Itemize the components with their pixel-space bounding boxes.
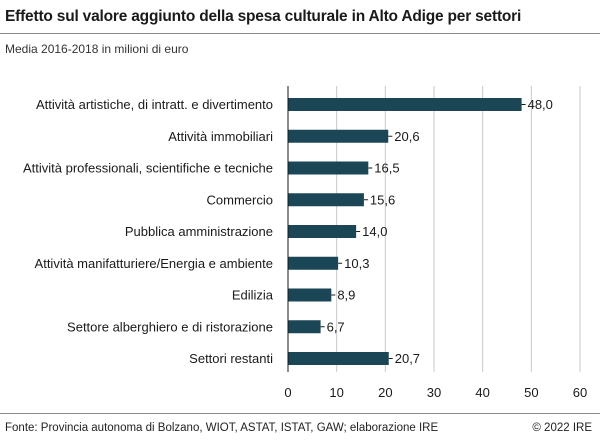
category-label: Edilizia — [232, 288, 274, 303]
x-tick-label: 60 — [573, 385, 587, 400]
chart-subtitle: Media 2016-2018 in milioni di euro — [5, 42, 189, 56]
category-label: Attività professionali, scientifiche e t… — [23, 161, 273, 176]
footer-divider — [0, 413, 600, 414]
bar — [288, 98, 522, 111]
x-tick-label: 40 — [475, 385, 489, 400]
x-tick-label: 30 — [427, 385, 441, 400]
category-label: Attività artistiche, di intratt. e diver… — [36, 97, 273, 112]
copyright-note: © 2022 IRE — [532, 422, 592, 434]
x-tick-label: 50 — [524, 385, 538, 400]
bar — [288, 256, 339, 270]
x-tick-label: 10 — [329, 385, 343, 400]
bar — [288, 225, 357, 238]
category-label: Attività immobiliari — [168, 129, 273, 144]
value-label: 15,6 — [370, 192, 395, 207]
category-label: Pubblica amministrazione — [125, 224, 273, 239]
value-label: 20,7 — [395, 351, 420, 366]
bar — [288, 320, 321, 334]
x-tick-label: 20 — [378, 385, 392, 400]
category-label: Settori restanti — [189, 351, 273, 366]
category-label: Settore alberghiero e di ristorazione — [67, 319, 273, 334]
x-tick-label: 0 — [284, 385, 291, 400]
value-label: 48,0 — [528, 97, 553, 112]
bar — [288, 193, 364, 207]
value-label: 8,9 — [337, 288, 355, 303]
category-label: Attività manifatturiere/Energia e ambien… — [35, 256, 273, 271]
bar — [288, 161, 369, 175]
bar — [288, 129, 389, 143]
value-label: 6,7 — [327, 319, 345, 334]
value-label: 14,0 — [362, 224, 387, 239]
value-label: 20,6 — [394, 129, 419, 144]
chart-title: Effetto sul valore aggiunto della spesa … — [5, 8, 522, 25]
value-label: 10,3 — [344, 256, 369, 271]
title-divider — [0, 33, 600, 34]
bar — [288, 352, 389, 365]
source-note: Fonte: Provincia autonoma di Bolzano, WI… — [5, 422, 439, 434]
category-label: Commercio — [207, 192, 273, 207]
bar — [288, 288, 332, 302]
value-label: 16,5 — [374, 161, 399, 176]
